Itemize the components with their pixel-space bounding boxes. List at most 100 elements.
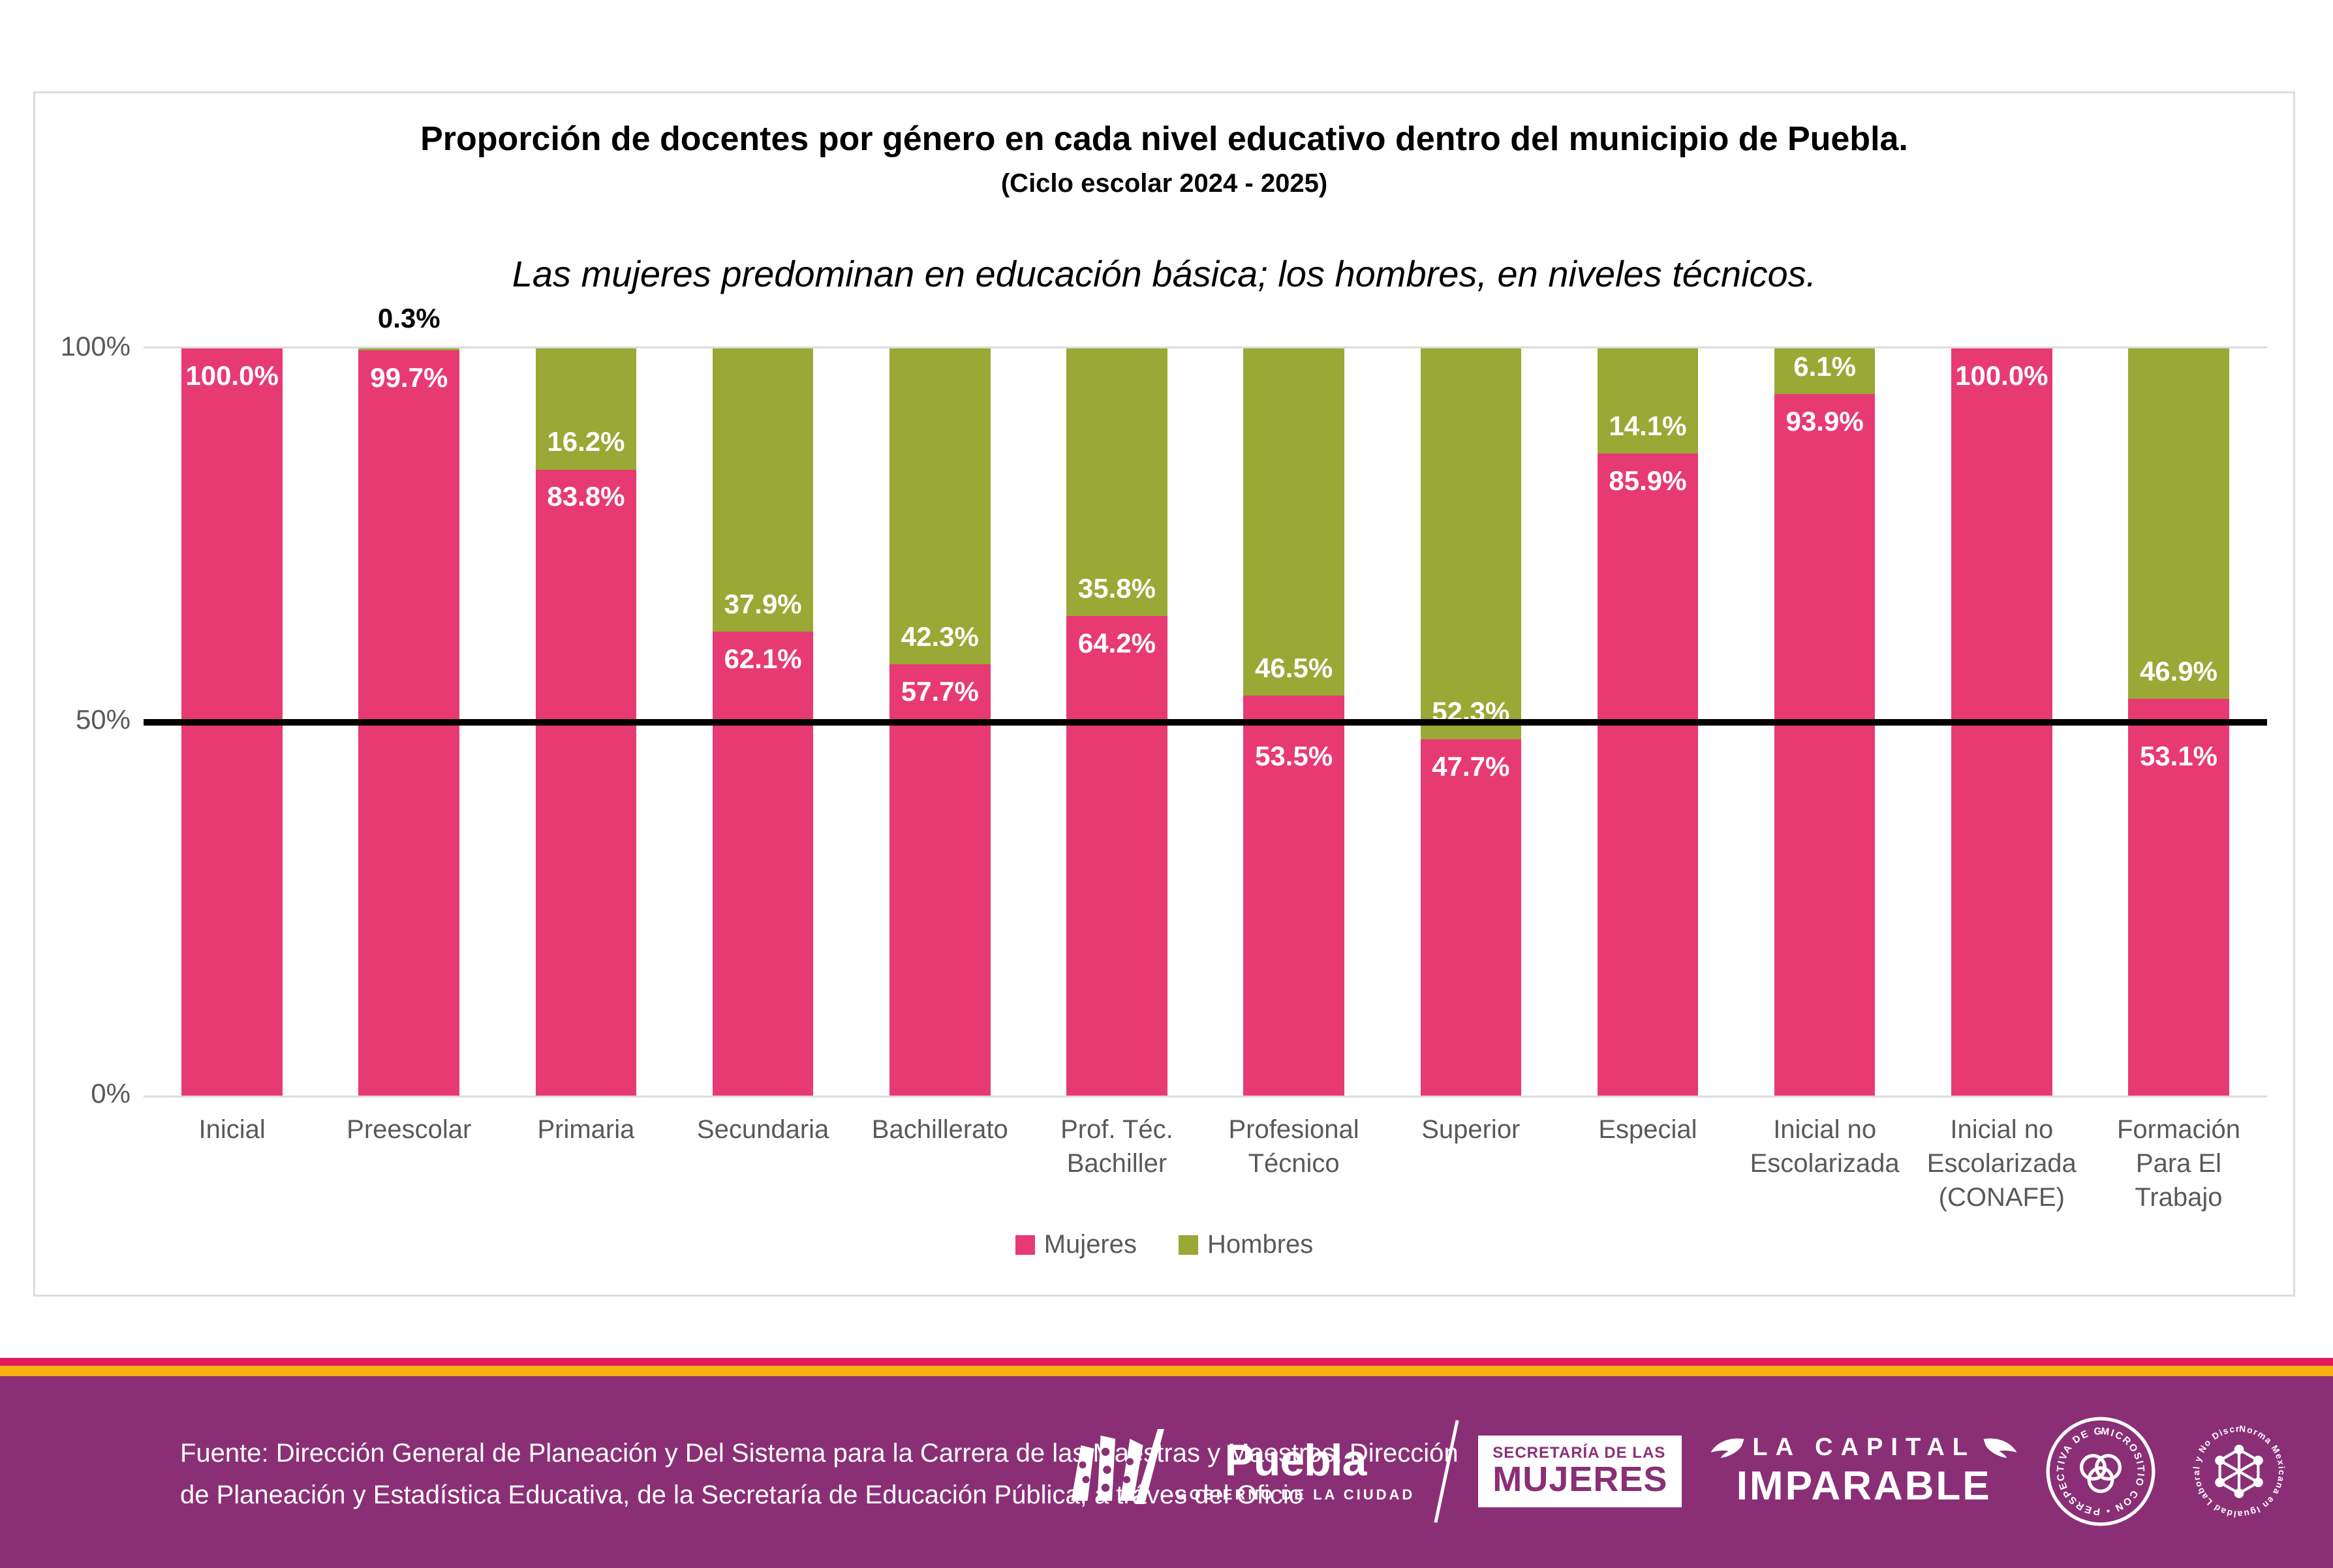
bar-label-mujeres: 99.7% xyxy=(370,362,448,393)
category-label: Secundaria xyxy=(696,1115,829,1144)
footer-band: Fuente: Dirección General de Planeación … xyxy=(0,1376,2333,1568)
chart-title: Proporción de docentes por género en cad… xyxy=(420,120,1908,158)
category-label: Especial xyxy=(1598,1115,1697,1144)
bar-group: 64.2% 35.8% xyxy=(1028,348,1205,1096)
bar-label-mujeres: 47.7% xyxy=(1432,750,1510,782)
source-text: Fuente: Dirección General de Planeación … xyxy=(180,1432,1459,1516)
stacked-bar xyxy=(1243,348,1344,1096)
category-label: Inicial no Escolarizada xyxy=(1750,1115,1900,1178)
legend-item-hombres: Hombres xyxy=(1179,1230,1313,1259)
bar-label-mujeres: 100.0% xyxy=(185,360,279,391)
bar-label-mujeres: 64.2% xyxy=(1077,627,1156,658)
bar-segment-hombres xyxy=(1420,348,1522,739)
bar-segment-mujeres xyxy=(1597,453,1699,1096)
bar-segment-hombres xyxy=(1597,348,1699,454)
y-tick-50: 50% xyxy=(75,704,131,735)
category-label: Inicial xyxy=(198,1115,266,1144)
legend-swatch-hombres xyxy=(1179,1235,1198,1255)
bar-group: 93.9% 6.1% xyxy=(1737,348,1913,1096)
bar-segment-mujeres xyxy=(2128,699,2229,1096)
bar-segment-hombres xyxy=(712,348,814,632)
bar-segment-hombres xyxy=(2128,348,2229,699)
stacked-bar xyxy=(1597,348,1699,1096)
la-capital-imparable-logo: LA CAPITAL IMPARABLE xyxy=(1710,1434,2017,1509)
source-line-1: Fuente: Dirección General de Planeación … xyxy=(180,1439,1459,1468)
fifty-percent-reference-line xyxy=(144,718,2267,726)
bar-label-hombres: 35.8% xyxy=(1077,572,1156,604)
secretaria-mujeres-logo: SECRETARÍA DE LAS MUJERES xyxy=(1478,1436,1682,1507)
bar-label-mujeres: 57.7% xyxy=(901,676,979,707)
secretaria-label: SECRETARÍA DE LAS xyxy=(1492,1444,1666,1462)
footer-logos: Puebla GOBIERNO DE LA CIUDAD SECRETARÍA … xyxy=(1066,1393,2294,1550)
bar-label-mujeres: 53.1% xyxy=(2139,740,2218,771)
bar-label-hombres: 42.3% xyxy=(901,621,979,653)
category-label: Inicial no Escolarizada (CONAFE) xyxy=(1926,1115,2077,1212)
y-tick-100: 100% xyxy=(60,331,131,361)
bar-segment-hombres xyxy=(1243,348,1344,696)
category-label: Superior xyxy=(1421,1115,1521,1144)
stacked-bar xyxy=(889,348,991,1096)
bar-group: 57.7% 42.3% xyxy=(852,348,1028,1096)
bar-segment-mujeres xyxy=(1420,739,1522,1096)
bar-segment-hombres xyxy=(889,348,991,665)
bar-label-mujeres: 53.5% xyxy=(1255,740,1333,771)
bar-label-hombres: 46.5% xyxy=(1255,653,1333,684)
bar-label-hombres: 14.1% xyxy=(1609,410,1687,442)
stacked-bar xyxy=(1420,348,1522,1096)
plot-area: 100.0% 99.7% 0.3% 83.8% 16.2% 62.1% 37.9% 57.7%… xyxy=(144,303,2267,1098)
source-line-2: de Planeación y Estadística Educativa, d… xyxy=(180,1481,1303,1509)
legend: Mujeres Hombres xyxy=(35,1230,2293,1259)
stacked-bar xyxy=(1774,348,1876,1096)
chart-subtitle: (Ciclo escolar 2024 - 2025) xyxy=(1000,169,1328,198)
puebla-skyline-icon xyxy=(1071,1429,1164,1504)
capital-top-row: LA CAPITAL xyxy=(1710,1434,2017,1462)
bar-segment-hombres xyxy=(1066,348,1167,616)
stacked-bar xyxy=(2128,348,2229,1096)
bar-segment-mujeres xyxy=(1066,615,1167,1096)
stacked-bar xyxy=(535,348,637,1096)
category-label: Primaria xyxy=(537,1115,635,1144)
bar-segment-mujeres xyxy=(1243,696,1344,1096)
capital-line2: IMPARABLE xyxy=(1736,1464,1992,1509)
logo-separator xyxy=(1434,1420,1459,1523)
bar-label-mujeres: 100.0% xyxy=(1955,360,2048,391)
bar-label-mujeres: 85.9% xyxy=(1609,465,1687,497)
bar-segment-hombres xyxy=(358,348,460,351)
chart-annotation: Las mujeres predominan en educación bási… xyxy=(512,253,1817,294)
capital-line1: LA CAPITAL xyxy=(1752,1434,1975,1461)
legend-swatch-mujeres xyxy=(1015,1235,1035,1255)
bar-label-mujeres: 93.9% xyxy=(1785,405,1864,437)
bar-group: 53.1% 46.9% xyxy=(2090,348,2267,1096)
category-label: Profesional Técnico xyxy=(1228,1115,1359,1178)
legend-item-mujeres: Mujeres xyxy=(1015,1230,1137,1259)
bar-label-mujeres: 83.8% xyxy=(547,481,625,512)
wing-right-icon xyxy=(1983,1438,2017,1458)
bar-label-hombres: 16.2% xyxy=(547,426,625,457)
category-label: Prof. Téc. Bachiller xyxy=(1060,1115,1173,1178)
bar-segment-mujeres xyxy=(889,664,991,1096)
badge-norma-mexicana-icon: Norma Mexicana en Igualdad Laboral y No … xyxy=(2184,1417,2285,1519)
bar-label-hombres: 0.3% xyxy=(377,303,440,333)
puebla-wordmark: Puebla GOBIERNO DE LA CIUDAD xyxy=(1176,1436,1415,1503)
badge-perspectiva-genero-icon: MICROSITIO CON • PERSPECTIVA DE GÉNERO • xyxy=(2046,1417,2155,1526)
bar-group: 62.1% 37.9% xyxy=(675,348,852,1096)
bar-label-hombres: 37.9% xyxy=(724,588,802,619)
legend-label-mujeres: Mujeres xyxy=(1043,1230,1137,1259)
bar-segment-mujeres xyxy=(712,631,814,1096)
category-label: Formación Para El Trabajo xyxy=(2117,1115,2240,1212)
bar-group: 47.7% 52.3% xyxy=(1382,348,1559,1096)
category-label: Bachillerato xyxy=(871,1115,1008,1144)
bar-label-hombres: 6.1% xyxy=(1793,350,1856,382)
chart-card: Proporción de docentes por género en cad… xyxy=(33,91,2295,1297)
bar-group: 83.8% 16.2% xyxy=(497,348,674,1096)
bar-segment-mujeres xyxy=(1774,393,1876,1096)
x-axis-labels: Inicial Preescolar Primaria Secundaria Bachi… xyxy=(144,1113,2267,1214)
bar-segment-hombres xyxy=(1774,348,1876,394)
mujeres-label: MUJERES xyxy=(1492,1460,1668,1499)
stripe-pink xyxy=(0,1358,2333,1366)
puebla-name: Puebla xyxy=(1224,1436,1367,1485)
bar-segment-mujeres xyxy=(535,469,637,1096)
bar-segment-hombres xyxy=(535,348,637,470)
legend-label-hombres: Hombres xyxy=(1207,1230,1314,1259)
stacked-bar xyxy=(712,348,814,1096)
